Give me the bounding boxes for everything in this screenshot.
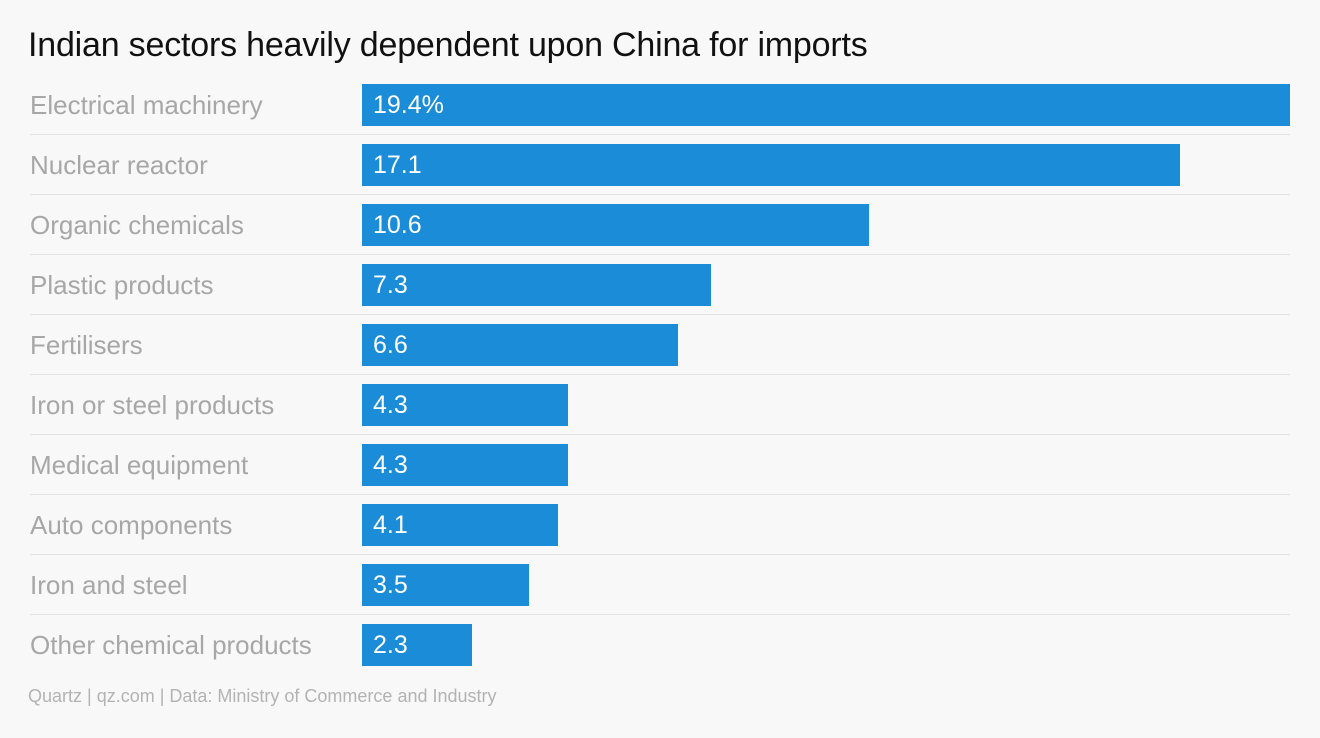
bar: [362, 84, 1290, 126]
row-divider: [30, 374, 1290, 375]
source-note: Quartz | qz.com | Data: Ministry of Comm…: [28, 686, 497, 706]
row-divider: [30, 614, 1290, 615]
bar-row: Organic chemicals 10.6: [0, 204, 1320, 264]
data-label: 7.3: [373, 271, 408, 299]
bar: [362, 444, 568, 486]
row-divider: [30, 134, 1290, 135]
category-label: Electrical machinery: [30, 90, 263, 120]
category-label: Nuclear reactor: [30, 150, 208, 180]
bar-row: Iron and steel 3.5: [0, 564, 1320, 624]
data-label: 3.5: [373, 571, 408, 599]
data-label: 4.3: [373, 391, 408, 419]
bar: [362, 264, 711, 306]
bar-row: Fertilisers 6.6: [0, 324, 1320, 384]
row-divider: [30, 554, 1290, 555]
bar: [362, 384, 568, 426]
row-divider: [30, 494, 1290, 495]
bar-row: Plastic products 7.3: [0, 264, 1320, 324]
data-label: 6.6: [373, 331, 408, 359]
bar-row: Auto components 4.1: [0, 504, 1320, 564]
row-divider: [30, 254, 1290, 255]
bar: [362, 144, 1180, 186]
bar-row: Medical equipment 4.3: [0, 444, 1320, 504]
row-divider: [30, 434, 1290, 435]
data-label: 19.4%: [373, 91, 444, 119]
bar-row: Other chemical products 2.3: [0, 624, 1320, 684]
bar: [362, 504, 558, 546]
bar: [362, 624, 472, 666]
bar: [362, 204, 869, 246]
row-divider: [30, 314, 1290, 315]
category-label: Organic chemicals: [30, 210, 244, 240]
bar: [362, 324, 678, 366]
data-label: 4.1: [373, 511, 408, 539]
row-divider: [30, 194, 1290, 195]
data-label: 17.1: [373, 151, 422, 179]
category-label: Plastic products: [30, 270, 214, 300]
category-label: Auto components: [30, 510, 233, 540]
data-label: 4.3: [373, 451, 408, 479]
bar-row: Electrical machinery 19.4%: [0, 84, 1320, 144]
category-label: Iron or steel products: [30, 390, 275, 420]
data-label: 2.3: [373, 631, 408, 659]
category-label: Fertilisers: [30, 330, 143, 360]
bar: [362, 564, 529, 606]
data-label: 10.6: [373, 211, 422, 239]
bar-row: Iron or steel products 4.3: [0, 384, 1320, 444]
category-label: Iron and steel: [30, 570, 188, 600]
category-label: Other chemical products: [30, 630, 312, 660]
bar-row: Nuclear reactor 17.1: [0, 144, 1320, 204]
category-label: Medical equipment: [30, 450, 249, 480]
chart-title: Indian sectors heavily dependent upon Ch…: [28, 26, 868, 64]
